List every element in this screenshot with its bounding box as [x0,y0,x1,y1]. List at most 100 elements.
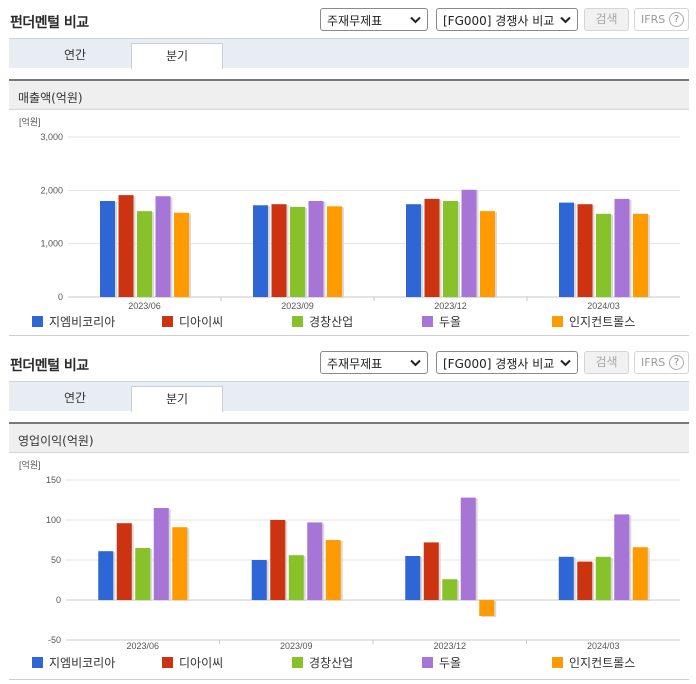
legend-swatch [552,657,563,668]
bar [614,198,630,297]
period-tabbar: 연간 분기 [9,381,689,412]
y-tick-label: 50 [51,555,61,565]
legend-label: 경창산업 [309,656,354,670]
legend-label: 디아이씨 [179,315,224,329]
legend-swatch [32,657,43,668]
legend-label: 두올 [439,315,462,329]
metric-label: 영업이익(억원) [18,434,94,448]
legend-swatch [32,316,43,327]
statement-type-select-value: 주재무제표 [327,14,383,28]
bar [116,523,132,600]
bar [460,497,476,600]
x-tick-label: 2023/12 [434,301,467,311]
legend-label: 경창산업 [309,315,354,329]
legend-item[interactable]: 디아이씨 [162,313,223,330]
legend-label: 지엠비코리아 [49,315,116,329]
chevron-down-icon [560,359,571,367]
legend-swatch [162,316,173,327]
compare-group-select-value: [FG000] 경쟁사 비교 [443,14,555,28]
bar [442,579,458,600]
bar [632,547,648,600]
bar [479,600,495,616]
statement-type-select[interactable]: 주재무제표 [320,351,428,374]
tab-quarterly[interactable]: 분기 [131,43,223,69]
y-tick-label: -50 [48,635,61,645]
y-tick-label: 100 [46,515,61,525]
tab-annual[interactable]: 연간 [63,48,87,62]
tab-quarterly[interactable]: 분기 [131,386,223,412]
section-divider [9,679,689,680]
search-button[interactable]: 검색 [584,8,629,31]
ifrs-button[interactable]: IFRS ? [634,351,689,374]
bar [595,556,611,600]
legend-item[interactable]: 두올 [422,654,461,671]
search-button[interactable]: 검색 [584,351,629,374]
y-tick-label: 0 [58,292,63,302]
bar [423,542,439,600]
bar [155,196,171,297]
metric-header: 영업이익(억원) [9,422,689,453]
sales-bar-chart: [억원] 0 1,000 2,000 3,000 2023/06 2023/09 2023/1… [19,116,680,311]
bar [461,189,477,297]
compare-group-select[interactable]: [FG000] 경쟁사 비교 [436,8,578,31]
bar [288,555,304,600]
compare-group-select-value: [FG000] 경쟁사 비교 [443,357,555,371]
statement-type-select-value: 주재무제표 [327,357,383,371]
y-tick-label: 2,000 [40,185,63,195]
metric-label: 매출액(억원) [18,91,83,105]
x-tick-label: 2023/06 [126,641,159,651]
fundamental-compare-section-sales: 펀더멘털 비교 주재무제표 [FG000] 경쟁사 비교 검색 IFRS ? 연… [0,0,696,340]
bar [307,522,323,600]
x-tick-label: 2023/09 [280,641,313,651]
chevron-down-icon [410,359,421,367]
bar [135,548,151,600]
bar [251,560,267,600]
legend-swatch [292,657,303,668]
bar [100,201,115,297]
help-icon[interactable]: ? [669,355,684,370]
bar [577,561,593,600]
y-unit-label: [억원] [19,459,41,470]
legend-item[interactable]: 경창산업 [292,313,353,330]
section-header: 펀더멘털 비교 주재무제표 [FG000] 경쟁사 비교 검색 IFRS ? [0,0,696,38]
bar [270,520,286,600]
legend-item[interactable]: 지엠비코리아 [32,654,115,671]
bar [558,556,574,600]
bar [424,198,440,297]
bar [633,213,648,297]
bar [614,514,630,600]
legend-item[interactable]: 인지컨트롤스 [552,313,635,330]
bar [327,206,342,297]
section-header: 펀더멘털 비교 주재무제표 [FG000] 경쟁사 비교 검색 IFRS ? [0,343,696,381]
fundamental-compare-section-operating-profit: 펀더멘털 비교 주재무제표 [FG000] 경쟁사 비교 검색 IFRS ? 연… [0,343,696,684]
y-tick-label: 1,000 [40,239,63,249]
legend-label: 두올 [439,656,462,670]
y-tick-label: 0 [56,595,61,605]
legend-item[interactable]: 인지컨트롤스 [552,654,635,671]
statement-type-select[interactable]: 주재무제표 [320,8,428,31]
bar [480,211,495,297]
legend-swatch [162,657,173,668]
bar [405,556,421,600]
bar [290,206,305,297]
tab-annual[interactable]: 연간 [63,391,87,405]
legend-swatch [552,316,563,327]
y-tick-label: 150 [46,475,61,485]
period-tabbar: 연간 분기 [9,38,689,69]
legend-item[interactable]: 경창산업 [292,654,353,671]
compare-group-select[interactable]: [FG000] 경쟁사 비교 [436,351,578,374]
legend-swatch [292,316,303,327]
help-icon[interactable]: ? [669,12,684,27]
legend-label: 인지컨트롤스 [569,315,636,329]
ifrs-button[interactable]: IFRS ? [634,8,689,31]
legend-item[interactable]: 두올 [422,313,461,330]
legend-item[interactable]: 디아이씨 [162,654,223,671]
metric-header: 매출액(억원) [9,79,689,110]
bar [308,201,324,297]
legend-item[interactable]: 지엠비코리아 [32,313,115,330]
legend-label: 디아이씨 [179,656,224,670]
ifrs-label: IFRS [641,356,666,369]
legend-swatch [422,316,433,327]
chevron-down-icon [560,16,571,24]
bar [98,551,114,600]
